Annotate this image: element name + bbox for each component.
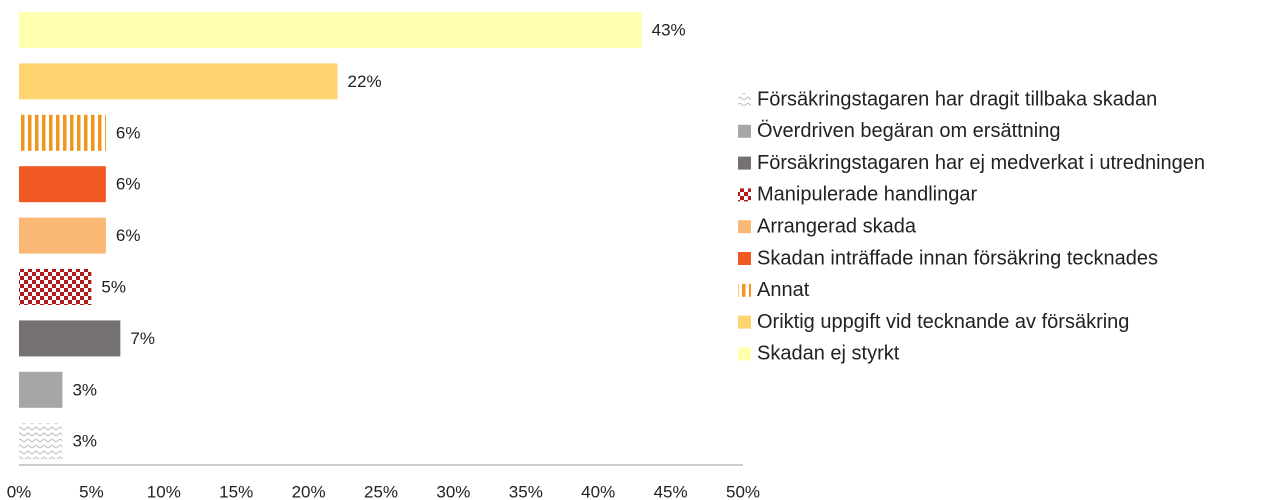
x-tick-label: 30% xyxy=(436,482,470,500)
x-tick-label: 20% xyxy=(292,482,326,500)
bar xyxy=(19,217,106,254)
legend-swatch xyxy=(738,156,751,170)
legend-label: Försäkringstagaren har ej medverkat i ut… xyxy=(757,152,1205,174)
value-label: 5% xyxy=(101,277,126,296)
legend-label: Arrangerad skada xyxy=(757,215,917,237)
value-label: 6% xyxy=(116,226,141,245)
bar xyxy=(19,166,106,203)
legend-swatch xyxy=(738,220,751,234)
legend-swatch xyxy=(738,283,751,297)
legend-swatch xyxy=(738,188,751,202)
legend-label: Oriktig uppgift vid tecknande av försäkr… xyxy=(757,311,1129,333)
bar xyxy=(19,371,63,408)
value-label: 22% xyxy=(348,72,382,91)
bar xyxy=(19,63,338,100)
x-tick-label: 15% xyxy=(219,482,253,500)
legend-label: Manipulerade handlingar xyxy=(757,184,977,206)
legend-label: Försäkringstagaren har dragit tillbaka s… xyxy=(757,88,1157,110)
legend-label: Skadan ej styrkt xyxy=(757,343,900,365)
legend-swatch xyxy=(738,93,751,106)
bar xyxy=(19,12,642,48)
legend-swatch xyxy=(738,315,751,329)
x-tick-label: 50% xyxy=(726,482,760,500)
value-label: 6% xyxy=(116,175,141,194)
x-tick-label: 5% xyxy=(79,482,104,500)
bar xyxy=(19,114,106,151)
bar xyxy=(19,320,121,357)
legend-swatch xyxy=(738,347,751,361)
value-label: 6% xyxy=(116,123,141,142)
legend-label: Överdriven begäran om ersättning xyxy=(757,120,1061,142)
legend-swatch xyxy=(738,124,751,138)
value-label: 3% xyxy=(72,432,97,451)
bar xyxy=(19,269,92,305)
x-tick-label: 35% xyxy=(509,482,543,500)
x-tick-label: 45% xyxy=(654,482,688,500)
legend-label: Annat xyxy=(757,279,810,301)
x-tick-label: 10% xyxy=(147,482,181,500)
x-tick-label: 25% xyxy=(364,482,398,500)
x-tick-label: 40% xyxy=(581,482,615,500)
x-tick-label: 0% xyxy=(7,482,32,500)
value-label: 3% xyxy=(72,380,97,399)
value-label: 43% xyxy=(652,20,686,39)
bar xyxy=(19,423,63,460)
value-label: 7% xyxy=(130,329,155,348)
legend-swatch xyxy=(738,252,751,265)
legend-label: Skadan inträffade innan försäkring teckn… xyxy=(757,247,1158,269)
